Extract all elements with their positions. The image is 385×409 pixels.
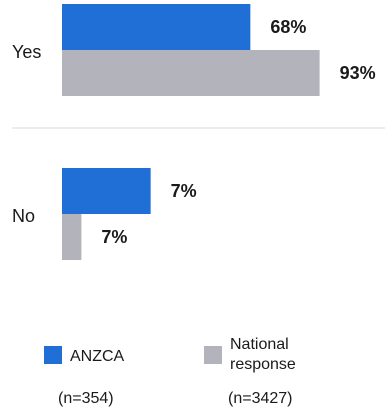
legend-sample-size-national-response: (n=3427) (228, 390, 293, 407)
bar-anzca-no (62, 168, 151, 214)
legend-label-national-response: National response (230, 336, 296, 373)
bar-national-response-yes (62, 50, 320, 96)
legend-sample-size-anzca: (n=354) (58, 390, 114, 407)
category-label-no: No (12, 206, 35, 226)
bar-anzca-yes (62, 4, 251, 50)
data-label-anzca-no: 7% (171, 181, 197, 201)
bars-layer (62, 4, 320, 260)
bar-national-response-no (62, 214, 82, 260)
data-label-anzca-yes: 68% (270, 17, 306, 37)
legend-swatch-anzca (44, 346, 62, 364)
category-label-yes: Yes (12, 42, 41, 62)
data-label-national-response-yes: 93% (340, 63, 376, 83)
labels-layer: Yes 68% 93% No 7% 7% (12, 17, 376, 247)
legend: ANZCA (n=354) National response (n=3427) (44, 336, 296, 407)
data-label-national-response-no: 7% (101, 227, 127, 247)
legend-swatch-national-response (204, 346, 222, 364)
legend-label-anzca: ANZCA (70, 348, 125, 365)
